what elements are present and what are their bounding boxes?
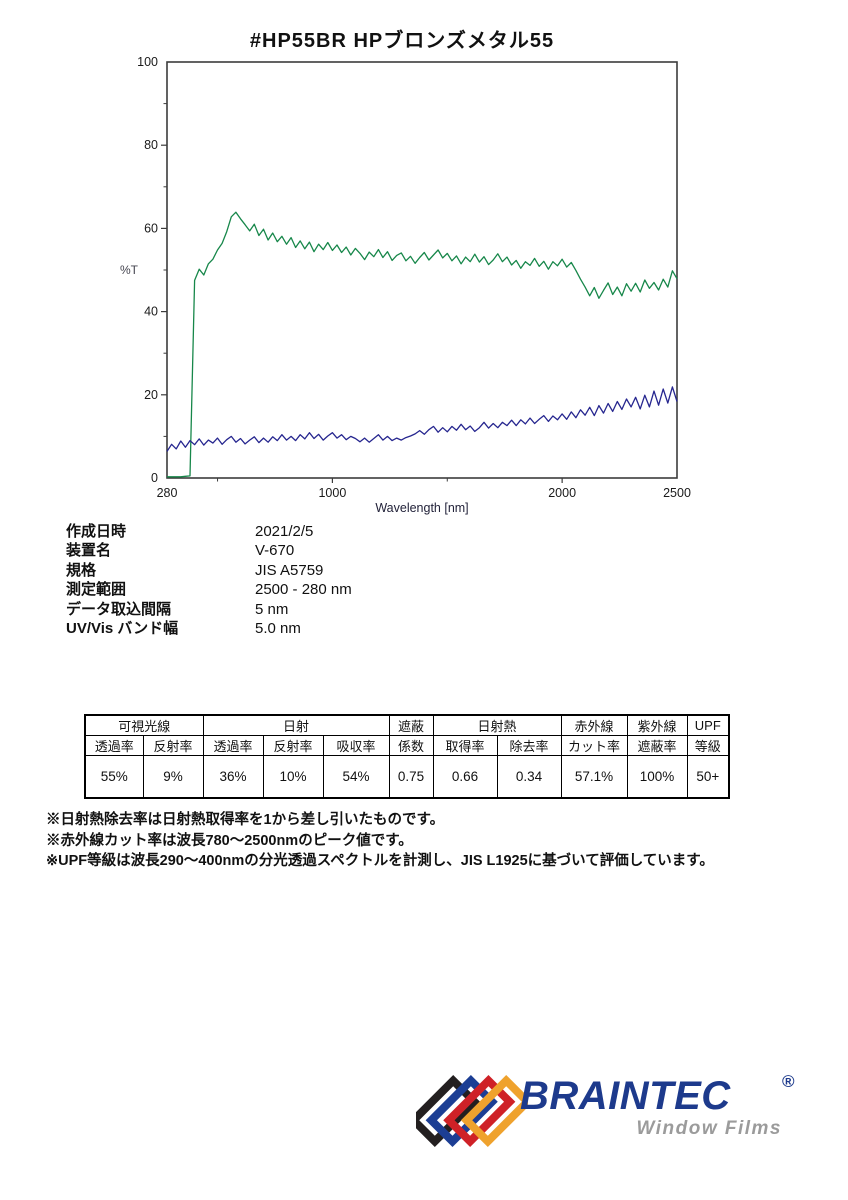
meta-value: V-670 bbox=[255, 542, 295, 560]
table-value: 0.75 bbox=[388, 755, 434, 798]
y-tick-label: 20 bbox=[144, 388, 158, 402]
footnotes: ※日射熱除去率は日射熱取得率を1から差し引いたものです。 ※赤外線カット率は波長… bbox=[46, 810, 714, 872]
table-subheader-row: 透過率 反射率 透過率 反射率 吸収率 係数 取得率 除去率 カット率 遮蔽率 … bbox=[84, 735, 730, 756]
table-value-row: 55% 9% 36% 10% 54% 0.75 0.66 0.34 57.1% … bbox=[84, 755, 730, 798]
y-axis-label: %T bbox=[120, 263, 139, 277]
plot-frame bbox=[166, 61, 678, 479]
meta-value: 2021/2/5 bbox=[255, 523, 314, 540]
table-value: 55% bbox=[84, 755, 144, 798]
y-tick-label: 0 bbox=[151, 471, 158, 485]
table-value: 10% bbox=[262, 755, 324, 798]
meta-row-interval: データ取込間隔 5 nm bbox=[66, 600, 352, 619]
meta-label: UV/Vis バンド幅 bbox=[66, 620, 179, 638]
column-header: 反射率 bbox=[262, 735, 324, 756]
x-tick-label: 1000 bbox=[318, 486, 346, 500]
y-tick-label: 100 bbox=[137, 56, 158, 69]
column-header: 等級 bbox=[686, 735, 730, 756]
meta-value: JIS A5759 bbox=[255, 561, 324, 579]
column-header: 取得率 bbox=[432, 735, 498, 756]
column-header: 透過率 bbox=[202, 735, 264, 756]
column-header: 遮蔽率 bbox=[626, 735, 688, 756]
group-header: 日射 bbox=[202, 714, 390, 736]
plot-area: 0 20 40 60 80 100 280 1000 2000 2500 Wavelength [n… bbox=[120, 55, 691, 515]
table-value: 9% bbox=[142, 755, 204, 798]
group-header: 可視光線 bbox=[84, 714, 204, 736]
table-value: 100% bbox=[626, 755, 688, 798]
group-header: 遮蔽 bbox=[388, 714, 434, 736]
column-header: 係数 bbox=[388, 735, 434, 756]
table-value: 0.66 bbox=[432, 755, 498, 798]
meta-label: 作成日時 bbox=[66, 523, 127, 540]
meta-value: 5 nm bbox=[255, 600, 289, 618]
meta-row-bandwidth: UV/Vis バンド幅 5.0 nm bbox=[66, 619, 352, 638]
meta-row-range: 測定範囲 2500 - 280 nm bbox=[66, 580, 352, 599]
x-tick-label: 2500 bbox=[663, 486, 691, 500]
logo-text-block: BRAINTEC Window Films bbox=[520, 1076, 782, 1140]
y-tick-label: 60 bbox=[144, 221, 158, 235]
table-group-header-row: 可視光線 日射 遮蔽 日射熱 赤外線 紫外線 UPF bbox=[84, 714, 730, 736]
column-header: カット率 bbox=[560, 735, 628, 756]
table-value: 36% bbox=[202, 755, 264, 798]
brand-tagline: Window Films bbox=[636, 1118, 782, 1139]
column-header: 反射率 bbox=[142, 735, 204, 756]
spectrum-chart: 0 20 40 60 80 100 280 1000 2000 2500 Wavelength [n… bbox=[100, 55, 720, 526]
meta-label: 規格 bbox=[66, 561, 97, 579]
page-title: #HP55BR HPブロンズメタル55 bbox=[249, 30, 555, 52]
performance-table: 可視光線 日射 遮蔽 日射熱 赤外線 紫外線 UPF 透過率 反射率 透過率 反… bbox=[84, 714, 731, 799]
column-header: 透過率 bbox=[84, 735, 144, 756]
measurement-metadata: 作成日時 2021/2/5 装置名 V-670 規格 JIS A5759 測定範… bbox=[66, 522, 352, 638]
footnote: ※赤外線カット率は波長780〜2500nmのピーク値です。 bbox=[46, 832, 413, 849]
transmittance-spectrum-line bbox=[167, 211, 678, 478]
table-value: 54% bbox=[322, 755, 390, 798]
y-tick-label: 80 bbox=[144, 138, 158, 152]
y-tick-label: 40 bbox=[144, 305, 158, 319]
column-header: 除去率 bbox=[496, 735, 562, 756]
meta-row-instrument: 装置名 V-670 bbox=[66, 541, 352, 560]
x-tick-label: 280 bbox=[157, 486, 178, 500]
meta-value: 2500 - 280 nm bbox=[255, 581, 352, 599]
table-value: 0.34 bbox=[496, 755, 562, 798]
brand-name: BRAINTEC bbox=[520, 1074, 731, 1118]
logo-diamonds-icon bbox=[416, 1074, 528, 1148]
meta-row-created: 作成日時 2021/2/5 bbox=[66, 522, 352, 541]
x-axis-label: Wavelength [nm] bbox=[375, 501, 468, 515]
table-value: 50+ bbox=[686, 755, 730, 798]
meta-label: データ取込間隔 bbox=[66, 600, 172, 618]
table-value: 57.1% bbox=[560, 755, 628, 798]
column-header: 吸収率 bbox=[322, 735, 390, 756]
reflectance-spectrum-line bbox=[166, 386, 678, 452]
footnote: ※UPF等級は波長290〜400nmの分光透過スペクトルを計測し、JIS L19… bbox=[46, 853, 714, 869]
registered-trademark-icon: ® bbox=[782, 1072, 795, 1091]
group-header: UPF bbox=[686, 714, 730, 736]
group-header: 紫外線 bbox=[626, 714, 688, 736]
group-header: 赤外線 bbox=[560, 714, 628, 736]
meta-label: 装置名 bbox=[66, 542, 112, 560]
braintec-logo: BRAINTEC Window Films ® bbox=[416, 1062, 816, 1167]
footnote: ※日射熱除去率は日射熱取得率を1から差し引いたものです。 bbox=[46, 812, 445, 828]
meta-value: 5.0 nm bbox=[255, 620, 301, 638]
meta-label: 測定範囲 bbox=[66, 581, 127, 599]
group-header: 日射熱 bbox=[432, 714, 562, 736]
meta-row-standard: 規格 JIS A5759 bbox=[66, 561, 352, 580]
x-tick-label: 2000 bbox=[548, 486, 576, 500]
